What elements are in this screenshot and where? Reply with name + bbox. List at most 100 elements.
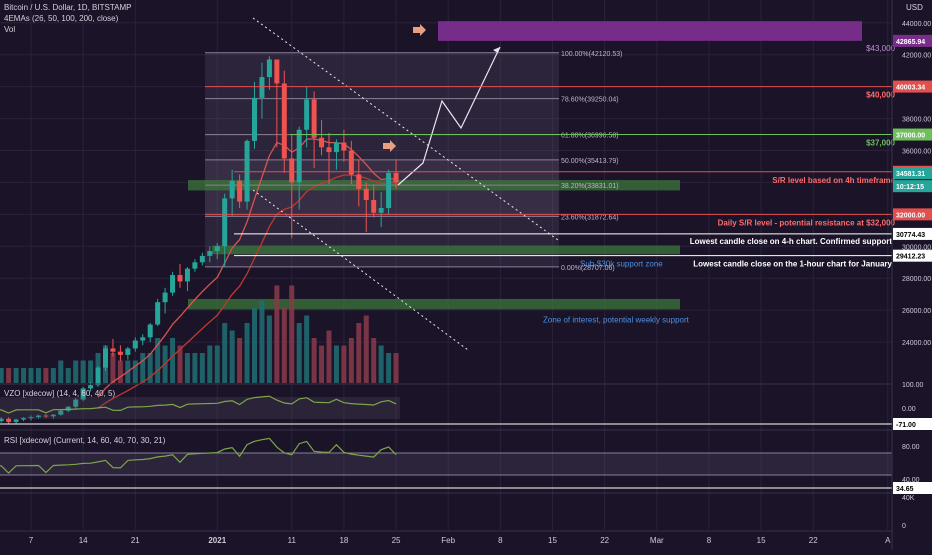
candle-body bbox=[371, 199, 377, 213]
fib-label: 100.00%(42120.53) bbox=[561, 51, 623, 58]
volume-bar bbox=[117, 360, 123, 383]
candle-body bbox=[0, 418, 4, 422]
candles[interactable] bbox=[0, 56, 399, 426]
candle-body bbox=[110, 348, 116, 352]
price-tag-label: 34.65 bbox=[896, 486, 914, 493]
fib-levels: 100.00%(42120.53) 78.60%(39250.04) 61.80%(… bbox=[205, 51, 623, 272]
time-tick-label: 8 bbox=[707, 536, 712, 545]
candle-body bbox=[274, 59, 280, 84]
volume-bar bbox=[393, 353, 399, 383]
time-tick-label: A bbox=[885, 536, 891, 545]
price-tag-label: 10:12:15 bbox=[896, 184, 924, 191]
volume-bar bbox=[356, 323, 362, 383]
level-text: Lowest candle close on 4-h chart. Confir… bbox=[690, 237, 893, 246]
candle-body bbox=[266, 59, 272, 78]
volume-bar bbox=[237, 338, 243, 383]
volume-bar bbox=[35, 368, 41, 383]
price-tick-label: 24000.00 bbox=[902, 340, 931, 347]
time-tick-label: 2021 bbox=[208, 536, 226, 545]
volume-bar bbox=[170, 338, 176, 383]
volume-bar bbox=[333, 345, 339, 383]
volume-bar bbox=[341, 345, 347, 383]
price-tick-label: 26000.00 bbox=[902, 308, 931, 315]
time-tick-label: Mar bbox=[650, 536, 664, 545]
time-axis: 7 14 21 2021 11 18 25 Feb 8 15 22 Mar 8 15 22 A bbox=[0, 530, 892, 545]
projection-path bbox=[397, 46, 501, 186]
candle-body bbox=[88, 385, 94, 389]
candle-body bbox=[296, 129, 302, 183]
rsi-tick-label: 80.00 bbox=[902, 444, 920, 451]
time-tick-label: 22 bbox=[600, 536, 609, 545]
ema-label[interactable]: 4EMAs (26, 50, 100, 200, close) bbox=[4, 14, 119, 23]
price-tick-label: 42000.00 bbox=[902, 53, 931, 60]
price-tag-label: 42865.94 bbox=[896, 39, 925, 46]
arrow-marker bbox=[383, 140, 396, 152]
volume-bar bbox=[13, 368, 19, 383]
price-tag bbox=[893, 128, 932, 141]
candle-body bbox=[333, 142, 339, 153]
price-tag bbox=[893, 80, 932, 93]
support-zone bbox=[212, 245, 680, 255]
rsi-line bbox=[0, 437, 397, 474]
volume-bar bbox=[177, 345, 183, 383]
indicators bbox=[0, 383, 892, 494]
volume-bar bbox=[363, 315, 369, 383]
level-text: Daily S/R level - potential resistance a… bbox=[718, 218, 896, 227]
rsi-label[interactable]: RSI [xdecow] (Current, 14, 60, 40, 70, 3… bbox=[4, 436, 166, 445]
candle-body bbox=[103, 348, 108, 368]
candle-body bbox=[393, 172, 399, 183]
time-tick-label: 25 bbox=[392, 536, 401, 545]
volume-bar bbox=[311, 338, 317, 383]
candle-body bbox=[140, 337, 146, 341]
price-tag-label: 29412.23 bbox=[896, 254, 925, 261]
fib-label: 61.80%(36996.58) bbox=[561, 133, 619, 140]
volume-bar bbox=[319, 345, 325, 383]
price-tag bbox=[893, 249, 932, 262]
candle-body bbox=[252, 97, 257, 141]
level-text: Lowest candle close on the 1-hour chart … bbox=[693, 260, 892, 269]
price-tag-label: 30774.43 bbox=[896, 232, 925, 239]
time-tick-label: 15 bbox=[757, 536, 766, 545]
vzo-line bbox=[0, 395, 397, 414]
volume-bar bbox=[192, 353, 198, 383]
price-tick-label: 30000.00 bbox=[902, 244, 931, 251]
price-tick-label: 36000.00 bbox=[902, 148, 931, 155]
volume-bar bbox=[6, 368, 12, 383]
candle-body bbox=[214, 246, 220, 252]
time-tick-label: 14 bbox=[79, 536, 88, 545]
price-tag bbox=[893, 34, 932, 47]
volume-bar bbox=[371, 338, 377, 383]
volume-bar bbox=[88, 360, 94, 383]
fib-label: 23.60%(31872.64) bbox=[561, 214, 619, 221]
price-tag-label: 34581.31 bbox=[896, 171, 925, 178]
time-tick-label: 11 bbox=[288, 536, 297, 545]
ema-line bbox=[97, 174, 397, 409]
price-tag bbox=[893, 227, 932, 240]
candle-body bbox=[341, 142, 347, 151]
price-tag-label: 32000.00 bbox=[896, 212, 925, 219]
vol-label[interactable]: Vol bbox=[4, 25, 16, 34]
time-tick-label: 22 bbox=[809, 536, 818, 545]
volume-bar bbox=[65, 368, 71, 383]
price-tag-label: -71.00 bbox=[896, 422, 916, 429]
levels: $40,000 $37,000 S/R level based on 4h time… bbox=[205, 86, 896, 269]
candle-body bbox=[170, 275, 176, 293]
candle-body bbox=[348, 150, 354, 175]
rsi-tick-label: 40.00 bbox=[902, 477, 920, 484]
candle-body bbox=[73, 399, 79, 407]
candle-body bbox=[58, 410, 64, 415]
volume-bar bbox=[259, 300, 265, 383]
candle-body bbox=[207, 251, 213, 256]
level-text: S/R level based on 4h timeframe bbox=[772, 176, 895, 185]
candle-body bbox=[28, 417, 34, 419]
candle-body bbox=[378, 207, 384, 213]
trend-lines bbox=[252, 17, 559, 351]
price-tag bbox=[893, 418, 932, 430]
vol-tick-label: 40K bbox=[902, 495, 915, 502]
candle-body bbox=[199, 255, 205, 263]
volume-bar bbox=[252, 308, 257, 383]
vzo-label[interactable]: VZO [xdecow] (14, 4, 60, 40, 5) bbox=[4, 389, 116, 398]
fib-label: 50.00%(35413.79) bbox=[561, 158, 619, 165]
